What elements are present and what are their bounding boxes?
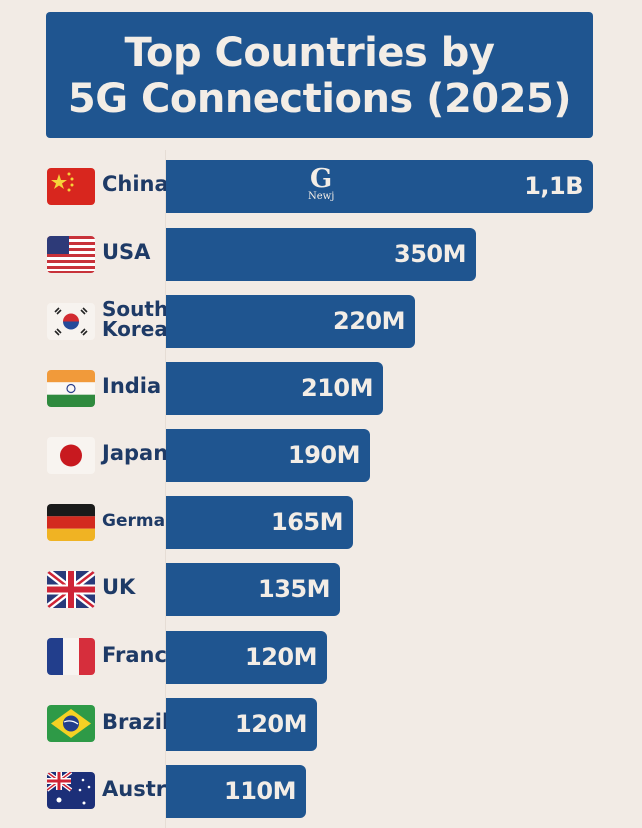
axis-divider [165,150,166,828]
bar-china: G Newj 1,1B [166,160,593,213]
bar-uk: 135M [166,563,340,616]
value-label: 165M [271,508,343,536]
bar-germany: 165M [166,496,353,549]
bar-row-japan: Japan 190M [0,429,642,482]
value-label: 1,1B [524,172,583,200]
title-line-1: Top Countries by [124,30,495,76]
bar-row-australia: Australia 110M [0,765,642,818]
value-label: 135M [258,575,330,603]
country-label: China [102,172,169,196]
france-flag-icon [47,638,95,675]
bar-row-china: China G Newj 1,1B [0,160,642,213]
bar-brazil: 120M [166,698,317,751]
australia-flag-icon [47,772,95,809]
brazil-flag-icon [47,705,95,742]
value-label: 120M [235,710,307,738]
bar-row-usa: USA 350M [0,228,642,281]
value-label: 110M [224,777,296,805]
bar-row-germany: Germany 165M [0,496,642,549]
country-label: UK [102,575,136,599]
bar-japan: 190M [166,429,370,482]
value-label: 190M [288,441,360,469]
bar-row-brazil: Brazil 120M [0,698,642,751]
bar-india: 210M [166,362,383,415]
country-label: Brazil [102,710,170,734]
usa-flag-icon [47,236,95,273]
title-line-2: 5G Connections (2025) [67,76,572,122]
country-label: USA [102,240,151,264]
value-label: 350M [394,240,466,268]
country-label: South Korea [102,297,169,341]
bar-france: 120M [166,631,327,684]
south-korea-flag-icon [47,303,95,340]
bar-row-france: France 120M [0,631,642,684]
bar-usa: 350M [166,228,476,281]
value-label: 120M [245,643,317,671]
germany-flag-icon [47,504,95,541]
country-label: India [102,374,162,398]
value-label: 220M [333,307,405,335]
chart-title: Top Countries by 5G Connections (2025) [46,12,593,138]
country-label: Japan [102,441,169,465]
japan-flag-icon [47,437,95,474]
watermark-logo: G Newj [308,164,335,202]
value-label: 210M [301,374,373,402]
india-flag-icon [47,370,95,407]
china-flag-icon [47,168,95,205]
bar-row-uk: UK 135M [0,563,642,616]
bar-row-india: India 210M [0,362,642,415]
bar-row-south-korea: South Korea 220M [0,295,642,348]
uk-flag-icon [47,571,95,608]
bar-south-korea: 220M [166,295,415,348]
bar-australia: 110M [166,765,306,818]
